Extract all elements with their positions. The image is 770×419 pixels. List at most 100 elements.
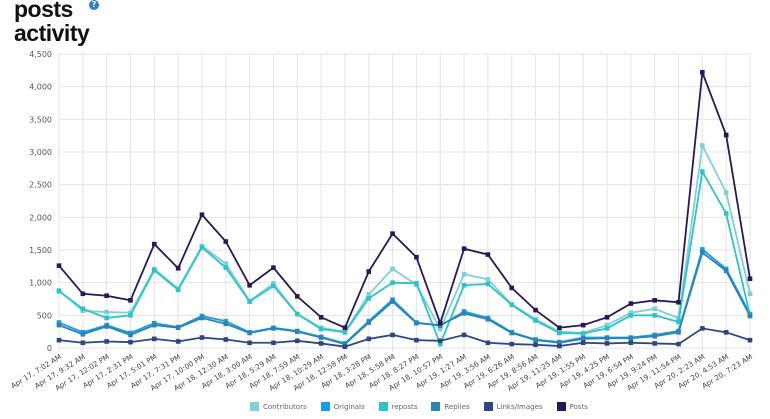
data-point-reposts [104,315,109,321]
data-point-contributors [437,326,443,332]
data-point-links-images [199,335,205,340]
data-point-reposts [437,341,443,347]
data-point-posts [175,265,181,271]
data-point-reposts [509,302,515,308]
data-point-posts [533,307,538,313]
legend-swatch [250,402,259,411]
question-circle-icon[interactable]: ? [89,0,99,10]
data-point-reposts [628,313,634,318]
series-line-links-images [58,327,751,348]
data-point-posts [271,265,276,270]
data-point-posts [437,320,443,326]
data-point-originals [700,247,705,252]
legend-label: Posts [569,402,588,411]
y-tick-label: 1,000 [29,279,52,288]
data-point-contributors [747,291,753,297]
data-point-contributors [223,261,229,267]
data-point-contributors [485,277,491,282]
data-point-replies [652,333,657,339]
series-line-contributors [58,142,751,334]
data-point-reposts [580,331,586,336]
y-tick-label: 2,500 [29,181,52,190]
data-point-links-images [414,337,419,343]
data-point-posts [509,285,515,291]
data-point-links-images [533,342,538,348]
data-point-links-images [223,337,229,342]
data-point-reposts [604,326,610,331]
chart-title: posts activity [14,0,90,46]
data-point-links-images [128,339,133,345]
data-point-contributors [104,309,109,315]
data-point-replies [56,322,62,328]
y-tick-label: 2,000 [29,213,52,222]
legend-item[interactable]: reposts [378,402,418,411]
legend-label: reposts [391,402,418,411]
data-point-posts [366,269,372,274]
data-point-links-images [747,337,753,343]
data-point-replies [700,250,705,255]
data-point-replies [128,332,133,338]
data-point-posts [128,298,133,303]
legend-item[interactable]: Posts [556,402,588,411]
legend-swatch [378,402,388,411]
legend-item[interactable]: Replies [431,402,470,411]
legend-label: Originals [333,402,365,411]
data-point-posts [152,241,157,247]
data-point-contributors [366,292,372,297]
data-point-reposts [366,296,372,301]
data-point-posts [223,239,229,244]
legend-label: Replies [444,402,470,411]
title-line-2: activity [14,20,90,46]
y-tick-label: 3,000 [29,148,52,157]
data-point-posts [700,69,705,75]
series-line-originals [58,247,751,345]
data-point-posts [104,293,109,299]
data-point-contributors [628,310,634,316]
data-point-reposts [175,287,181,293]
data-point-contributors [604,322,610,328]
data-point-originals [56,320,62,325]
data-point-reposts [461,282,467,288]
legend-label: Contributors [263,402,307,411]
data-point-replies [175,325,181,331]
data-point-posts [580,322,586,328]
data-point-reposts [557,330,562,336]
data-point-replies [580,336,586,342]
data-point-replies [318,335,324,340]
y-tick-label: 500 [37,311,52,320]
legend-item[interactable]: Contributors [250,402,307,411]
y-tick-label: 4,500 [29,50,52,59]
legend-item[interactable]: Originals [320,402,365,411]
data-point-links-images [700,326,705,331]
data-point-replies [390,299,395,304]
data-point-reposts [199,245,205,250]
data-point-reposts [223,265,229,270]
data-point-replies [342,341,348,347]
data-point-links-images [342,344,348,349]
data-point-contributors [461,271,467,277]
data-point-posts [485,252,491,257]
data-point-replies [557,340,562,346]
data-point-contributors [128,310,133,316]
data-point-replies [676,330,681,335]
data-point-posts [557,325,562,331]
data-point-replies [247,330,252,336]
data-point-links-images [294,338,300,344]
data-point-posts [604,314,610,320]
data-point-reposts [294,311,300,317]
data-point-reposts [723,211,729,216]
data-point-reposts [676,319,681,325]
data-point-reposts [80,306,86,312]
legend-item[interactable]: Links/Images [483,402,543,411]
title-line-1: posts [14,0,73,22]
data-point-contributors [390,266,395,272]
data-point-reposts [128,313,133,318]
data-point-posts [247,282,252,288]
data-point-posts [461,246,467,251]
y-tick-label: 1,500 [29,246,52,255]
data-point-replies [366,320,372,325]
data-point-reposts [485,281,491,287]
data-point-replies [604,335,610,341]
data-point-originals [223,318,229,324]
